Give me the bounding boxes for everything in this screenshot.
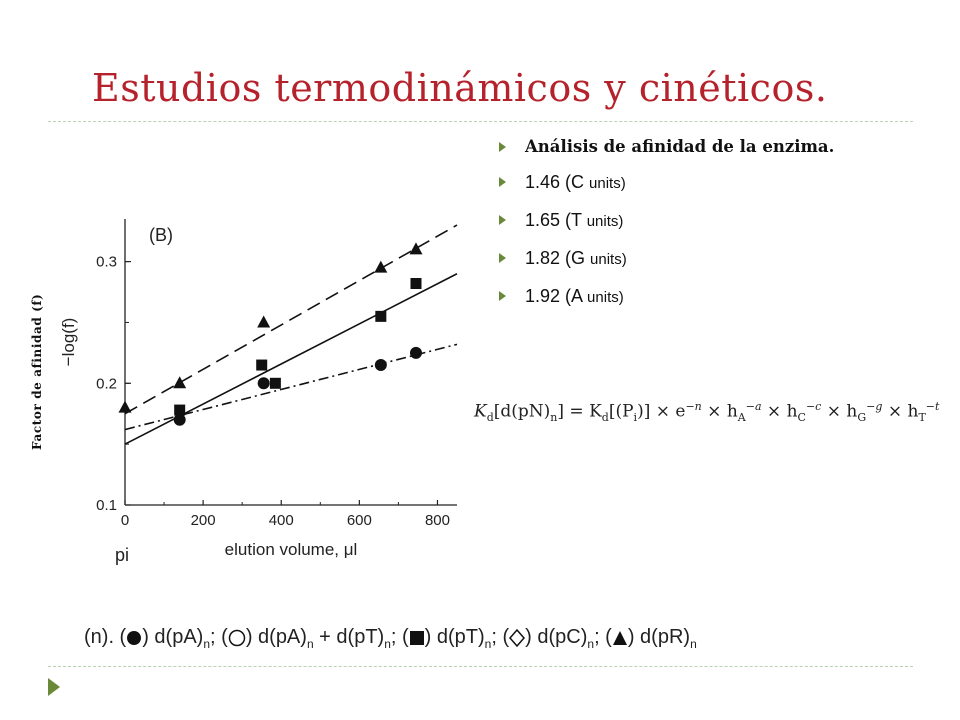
legend-sep: ; ( xyxy=(491,626,510,648)
panel-label: (B) xyxy=(149,225,173,245)
y-axis-label: −log(f) xyxy=(60,318,78,367)
open-circle-icon xyxy=(228,629,246,646)
formula-k: K xyxy=(474,401,487,422)
formula-exp: −c xyxy=(805,400,822,413)
filled-square-icon xyxy=(409,630,424,645)
data-point-circle xyxy=(257,377,270,390)
filled-circle-icon xyxy=(127,630,142,645)
formula-exp: −t xyxy=(925,400,940,413)
bullet-value: 1.82 (G xyxy=(525,248,591,268)
bullet-item: 1.92 (A units) xyxy=(495,285,875,309)
formula-sub: G xyxy=(857,411,867,425)
next-slide-arrow-icon[interactable] xyxy=(48,678,60,696)
x-tick-label: 200 xyxy=(191,512,216,529)
legend-prefix: (n). ( xyxy=(84,626,127,648)
formula-sub: d xyxy=(486,411,494,425)
divider-bottom xyxy=(48,666,913,667)
bullet-item: Análisis de afinidad de la enzima. xyxy=(495,134,875,159)
data-point-square xyxy=(269,377,281,389)
data-point-triangle xyxy=(118,400,132,413)
legend-sub: n xyxy=(690,637,697,651)
legend-sep: ; ( xyxy=(210,626,228,648)
open-diamond-icon xyxy=(509,628,526,647)
legend-label: ) d(pA) xyxy=(245,626,307,648)
formula-text: × h xyxy=(882,401,919,422)
y-tick-label: 0.3 xyxy=(96,254,117,271)
bullet-unit: units) xyxy=(586,213,624,230)
formula-sub: n xyxy=(550,411,558,425)
data-point-square xyxy=(174,404,186,416)
bullet-arrow-icon xyxy=(499,142,506,152)
data-point-triangle xyxy=(257,315,271,328)
bullet-item: 1.82 (G units) xyxy=(495,247,875,271)
legend-label: ) d(pT) xyxy=(424,626,485,648)
corner-label: pi xyxy=(115,545,129,565)
formula-sub: C xyxy=(797,411,806,425)
bullet-arrow-icon xyxy=(499,177,506,187)
legend-label: ) d(pC) xyxy=(525,626,588,648)
bullet-value: 1.92 (A xyxy=(525,286,588,306)
bullet-item: 1.65 (T units) xyxy=(495,209,875,233)
legend-label: ) d(pA) xyxy=(142,626,204,648)
data-point-triangle xyxy=(173,376,187,389)
formula-text: [d(pN) xyxy=(493,401,551,422)
formula-sub: d xyxy=(601,411,609,425)
formula-exp: −a xyxy=(745,400,762,413)
legend-sub: n xyxy=(587,637,595,651)
filled-triangle-icon xyxy=(612,630,627,645)
bullet-arrow-icon xyxy=(499,215,506,225)
y-tick-label: 0.1 xyxy=(96,497,117,514)
divider-top xyxy=(48,121,913,122)
data-point-square xyxy=(256,359,268,371)
legend-sub: n xyxy=(306,637,314,651)
formula-text: × h xyxy=(821,401,858,422)
data-point-triangle xyxy=(374,260,388,273)
data-point-circle xyxy=(173,413,186,426)
bullet-arrow-icon xyxy=(499,291,506,301)
bullet-arrow-icon xyxy=(499,253,506,263)
legend-sub: n xyxy=(384,637,391,651)
bullet-list: Análisis de afinidad de la enzima. 1.46 … xyxy=(495,134,875,323)
x-tick-label: 0 xyxy=(121,512,129,529)
bullet-unit: units) xyxy=(587,289,624,306)
formula-exp: −g xyxy=(866,400,883,413)
y-axis-annotation: Factor de afinidad (f) xyxy=(30,293,44,450)
legend-label: + d(pT) xyxy=(313,626,385,648)
series-legend: (n). () d(pA)n; () d(pA)n + d(pT)n; () d… xyxy=(84,626,697,651)
bullet-item: 1.46 (C units) xyxy=(495,171,875,195)
formula-text: × h xyxy=(761,401,798,422)
x-tick-label: 400 xyxy=(269,512,294,529)
legend-sub: n xyxy=(484,637,492,651)
formula-text: × h xyxy=(701,401,738,422)
formula-text: )] × e xyxy=(637,401,686,422)
data-point-circle xyxy=(374,359,387,372)
data-point-square xyxy=(375,310,387,322)
formula-sub: i xyxy=(633,411,638,425)
legend-label: ) d(pR) xyxy=(627,626,691,648)
y-tick-label: 0.2 xyxy=(96,375,117,392)
bullet-text: Análisis de afinidad de la enzima. xyxy=(525,137,835,156)
formula-exp: −n xyxy=(685,400,702,413)
slide-title: Estudios termodinámicos y cinéticos. xyxy=(92,66,828,110)
data-point-triangle xyxy=(409,242,423,255)
legend-sub: n xyxy=(203,637,211,651)
affinity-chart: 0 200 400 600 800 0.1 0.2 0.3 (B) −log(f) elution … xyxy=(60,219,458,565)
x-axis-label: elution volume, μl xyxy=(225,540,358,559)
x-tick-label: 600 xyxy=(347,512,372,529)
bullet-unit: units) xyxy=(590,251,627,268)
fit-line-circle xyxy=(124,343,458,431)
legend-sep: ; ( xyxy=(594,626,612,648)
affinity-formula: Kd[d(pN)n] = Kd[(Pi)] × e−n × hA−a × hC−… xyxy=(474,400,939,424)
formula-text: ] = K xyxy=(557,401,602,422)
bullet-value: 1.46 (C xyxy=(525,172,590,192)
data-point-square xyxy=(410,278,422,290)
legend-sep: ; ( xyxy=(390,626,409,648)
bullet-unit: units) xyxy=(589,175,626,192)
formula-sub: T xyxy=(918,411,926,425)
bullet-value: 1.65 (T xyxy=(525,210,587,230)
formula-sub: A xyxy=(737,411,746,425)
x-tick-label: 800 xyxy=(425,512,450,529)
data-point-circle xyxy=(409,346,422,359)
formula-text: [(P xyxy=(608,401,634,422)
